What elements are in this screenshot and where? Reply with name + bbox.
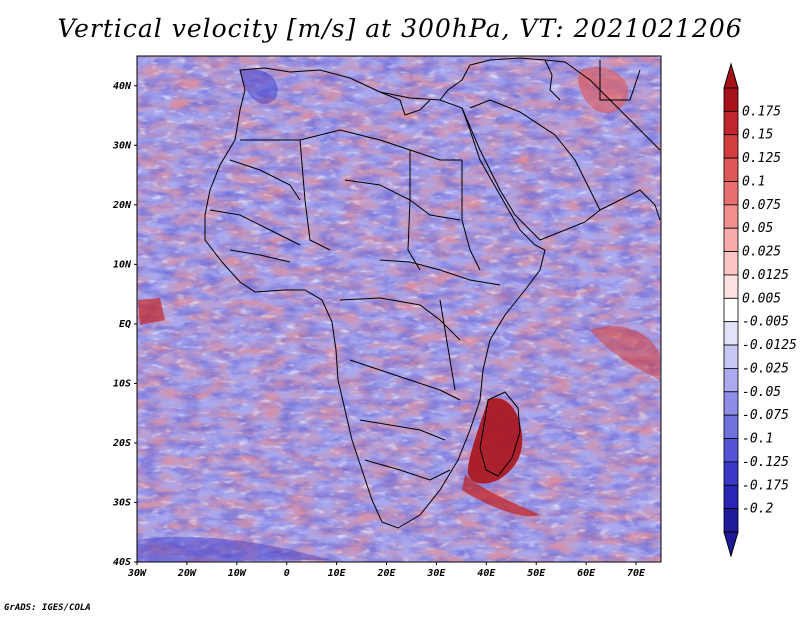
lon-tick-label: 0 xyxy=(284,568,290,579)
coastlines-and-borders xyxy=(204,57,661,529)
longitude-axis: 30W 20W 10W 0 10E 20E 30E 40E 50E 60E 70E xyxy=(127,562,646,579)
colorbar-swatch xyxy=(723,87,739,112)
colorbar-swatch xyxy=(723,344,739,369)
ascent-region-arabia xyxy=(578,66,628,114)
lon-tick-label: 40E xyxy=(477,568,496,579)
lon-tick-label: 60E xyxy=(577,568,596,579)
colorbar-label: 0.125 xyxy=(742,151,781,166)
colorbar-swatch xyxy=(723,414,739,439)
colorbar-swatch xyxy=(723,484,739,510)
lon-tick-label: 10E xyxy=(328,568,347,579)
descent-region-south-atlantic xyxy=(137,536,330,562)
lat-tick-label: 20N xyxy=(112,200,132,211)
lat-tick-label: EQ xyxy=(119,319,131,330)
ascent-spot-west-atlantic xyxy=(138,298,165,325)
colorbar-label: -0.025 xyxy=(742,361,789,376)
map-title: Vertical velocity [m/s] at 300hPa, VT: 2… xyxy=(57,14,743,43)
lat-tick-label: 10S xyxy=(113,378,131,389)
colorbar-label: -0.125 xyxy=(742,455,789,470)
colorbar-label: -0.2 xyxy=(742,502,773,517)
lat-tick-label: 20S xyxy=(112,438,131,449)
colorbar-swatch xyxy=(723,391,739,416)
colorbar-swatch xyxy=(723,321,739,346)
colorbar-swatch xyxy=(723,368,739,393)
lon-tick-label: 30W xyxy=(127,568,147,579)
lon-tick-label: 20E xyxy=(376,568,396,579)
map-frame xyxy=(136,55,662,563)
neutral-motion-texture xyxy=(137,56,661,562)
lat-tick-label: 10N xyxy=(113,259,132,270)
lon-tick-label: 70E xyxy=(627,568,646,579)
lat-tick-label: 30N xyxy=(112,140,132,151)
colorbar-min-arrow xyxy=(723,531,739,558)
colorbar: 0.175 0.15 0.125 0.1 0.075 0.05 0.025 0.0125 0.0… xyxy=(723,62,797,558)
colorbar-swatch xyxy=(723,157,739,182)
lat-tick-label: 40S xyxy=(113,557,131,568)
colorbar-label: 0.05 xyxy=(742,221,773,236)
colorbar-swatch xyxy=(723,227,739,252)
colorbar-label: -0.075 xyxy=(742,408,789,423)
colorbar-swatch xyxy=(723,110,739,136)
latitude-axis: 40N 30N 20N 10N EQ 10S 20S 30S 40S xyxy=(112,81,137,568)
colorbar-label: 0.075 xyxy=(742,198,781,213)
lat-tick-label: 40N xyxy=(113,81,132,92)
colorbar-swatch xyxy=(723,508,739,533)
colorbar-swatch xyxy=(723,181,739,206)
descent-region-north-africa xyxy=(240,69,278,104)
colorbar-swatch xyxy=(723,251,739,276)
colorbar-label: 0.0125 xyxy=(742,268,789,283)
colorbar-swatch xyxy=(723,461,739,486)
colorbar-label: 0.025 xyxy=(742,245,781,260)
lon-tick-label: 20W xyxy=(177,568,197,579)
colorbar-label: -0.175 xyxy=(742,478,789,493)
colorbar-swatch xyxy=(723,134,739,159)
colorbar-swatch xyxy=(723,274,739,299)
lat-tick-label: 30S xyxy=(112,497,131,508)
map-plot-area xyxy=(137,56,661,562)
colorbar-label: 0.15 xyxy=(742,128,773,143)
lon-tick-label: 10W xyxy=(228,568,247,579)
colorbar-swatch xyxy=(723,438,739,463)
ascent-region-indian-ocean xyxy=(590,326,660,380)
colorbar-label: 0.1 xyxy=(742,174,765,189)
colorbar-label: -0.05 xyxy=(742,385,781,400)
ascent-band-south-east xyxy=(462,475,540,516)
colorbar-swatch xyxy=(723,204,739,229)
colorbar-label: 0.175 xyxy=(742,104,781,119)
colorbar-max-arrow xyxy=(723,62,739,89)
colorbar-swatch xyxy=(723,297,739,323)
colorbar-label: 0.005 xyxy=(742,291,781,306)
lon-tick-label: 50E xyxy=(527,568,546,579)
colorbar-label: -0.005 xyxy=(742,315,789,330)
lon-tick-label: 30E xyxy=(426,568,446,579)
grads-credit: GrADS: IGES/COLA xyxy=(4,603,91,613)
colorbar-label: -0.1 xyxy=(742,432,773,447)
colorbar-label: -0.0125 xyxy=(742,338,797,353)
